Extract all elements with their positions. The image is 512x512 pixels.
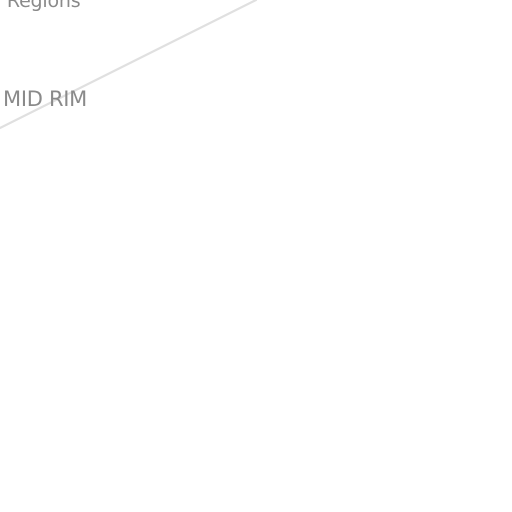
region-boundary-line: [0, 0, 258, 130]
region-label-regions: l Regions: [0, 0, 81, 12]
region-label-mid-rim: MID RIM: [3, 87, 87, 111]
